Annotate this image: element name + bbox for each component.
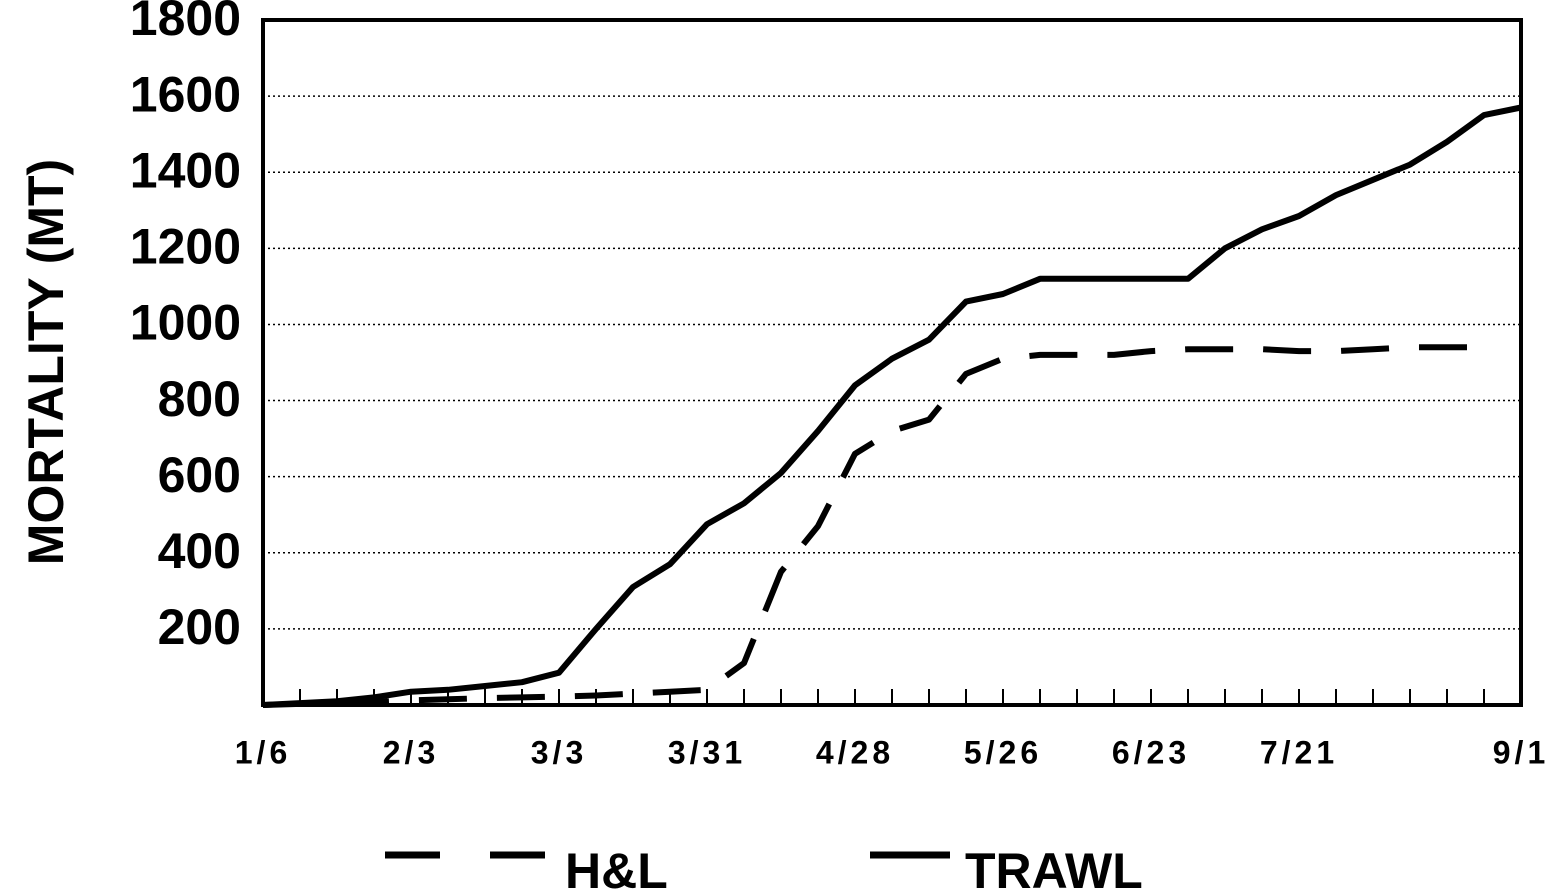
y-tick-label: 1600 [130, 66, 241, 122]
legend-label: TRAWL [965, 843, 1143, 895]
x-tick-label: 3/3 [531, 734, 587, 770]
y-tick-label: 1200 [130, 219, 241, 275]
x-tick-label: 5/26 [964, 734, 1042, 770]
x-tick-label: 7/21 [1260, 734, 1338, 770]
legend-label: H&L [565, 843, 668, 895]
y-tick-label: 200 [158, 599, 241, 655]
y-tick-label: 1000 [130, 295, 241, 351]
x-tick-label: 4/28 [816, 734, 894, 770]
y-tick-label: 1800 [130, 0, 241, 46]
x-tick-label: 2/3 [383, 734, 439, 770]
y-tick-label: 600 [158, 447, 241, 503]
y-tick-label: 400 [158, 523, 241, 579]
line-series [262, 104, 1522, 708]
y-tick-label: 800 [158, 371, 241, 427]
x-tick-label: 1/6 [235, 734, 291, 770]
x-tick-label: 6/23 [1112, 734, 1190, 770]
x-tick-label: 3/31 [668, 734, 746, 770]
y-tick-label: 1400 [130, 142, 241, 198]
y-axis-label: MORTALITY (MT) [18, 159, 74, 565]
x-tick-label: 9/1 [1493, 734, 1549, 770]
line-series [262, 344, 1484, 708]
plot-frame [261, 18, 1523, 707]
